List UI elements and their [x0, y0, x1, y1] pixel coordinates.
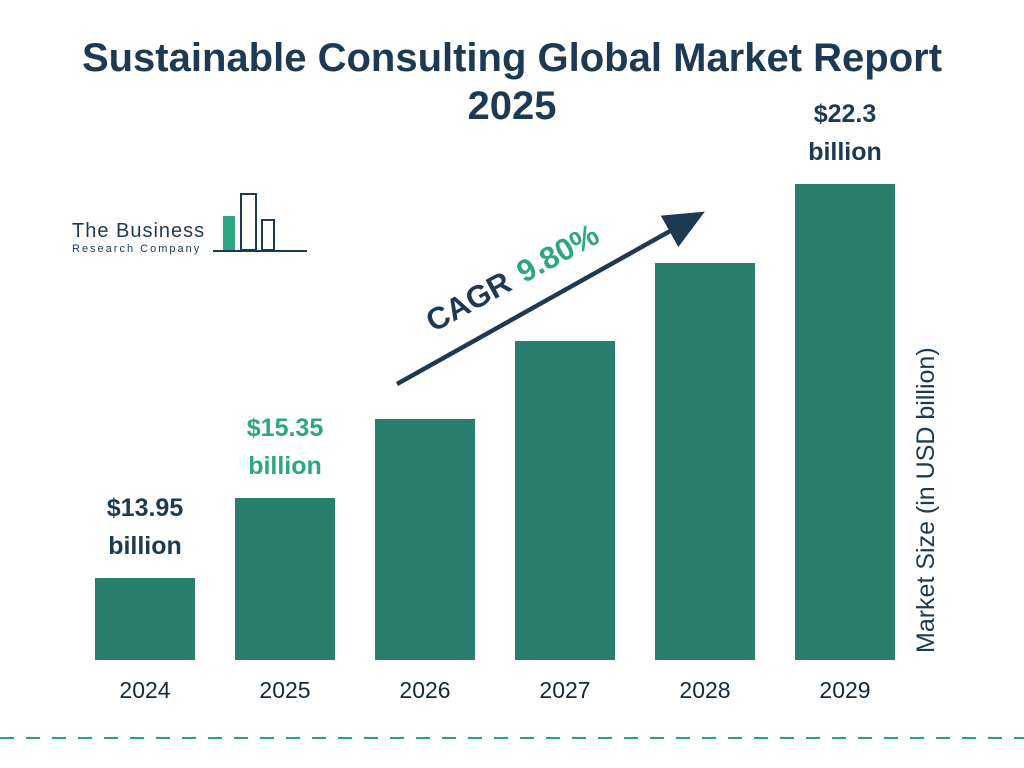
x-axis-label-2028: 2028 — [679, 677, 731, 703]
value-label-2025: $15.35 billion — [246, 413, 324, 481]
bar-2025 — [235, 498, 335, 660]
bar-chart-logo-icon — [213, 190, 309, 261]
value-label-2029: $22.3 billion — [808, 99, 882, 167]
company-logo: The Business Research Company — [72, 190, 309, 261]
x-axis-label-2027: 2027 — [539, 677, 591, 703]
value-label-2024: $13.95 billion — [106, 493, 184, 561]
bar-2028 — [655, 263, 755, 660]
page-title-line2: 2025 — [467, 84, 557, 128]
x-axis-label-2025: 2025 — [259, 677, 311, 703]
bar-2029 — [795, 184, 895, 660]
company-logo-subname: Research Company — [72, 243, 202, 255]
y-axis-label: Market Size (in USD billion) — [912, 347, 940, 653]
company-logo-text: The Business Research Company — [72, 220, 205, 261]
x-axis-label-2029: 2029 — [819, 677, 871, 703]
page-title-line1: Sustainable Consulting Global Market Rep… — [81, 36, 943, 80]
bar-column-2025: $15.35 billion 2025 — [235, 180, 335, 703]
company-logo-name: The Business — [72, 220, 206, 242]
bar-2027 — [515, 341, 615, 660]
bar-column-2024: $13.95 billion 2024 — [95, 180, 195, 703]
bar-2026 — [375, 419, 475, 660]
bar-column-2028: 2028 — [655, 180, 755, 703]
bottom-dashed-divider — [0, 737, 1024, 739]
bar-2024 — [95, 578, 195, 660]
x-axis-label-2026: 2026 — [399, 677, 451, 703]
bar-column-2026: 2026 — [375, 180, 475, 703]
bar-column-2029: $22.3 billion 2029 — [795, 100, 895, 703]
bar-chart: $13.95 billion 2024 $15.35 billion 2025 2026 20… — [95, 100, 895, 703]
bar-column-2027: 2027 — [515, 180, 615, 703]
x-axis-label-2024: 2024 — [119, 677, 171, 703]
page-title: Sustainable Consulting Global Market Rep… — [0, 34, 1024, 130]
